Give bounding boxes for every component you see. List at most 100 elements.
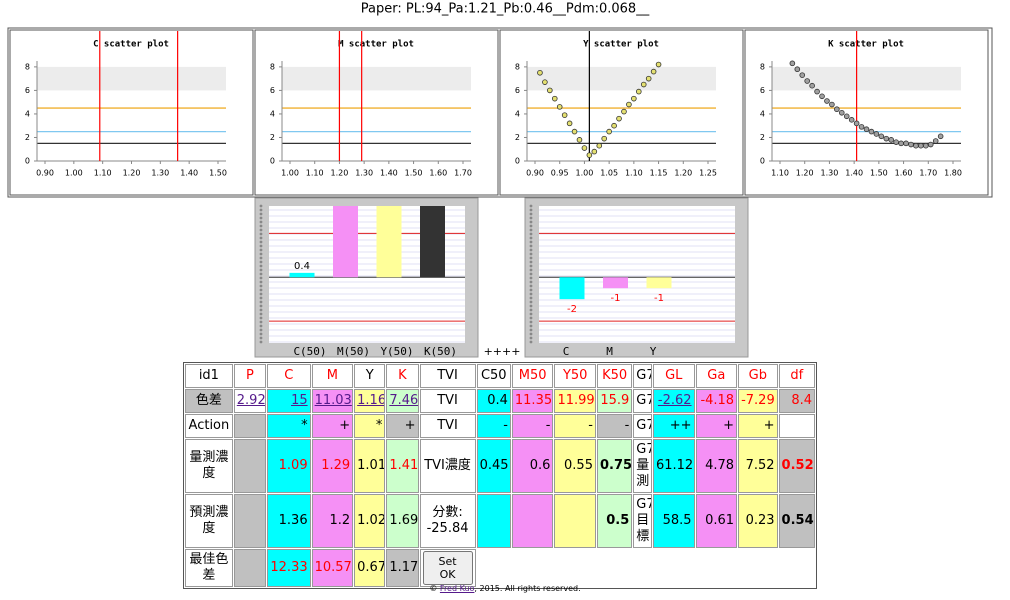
header-cell: C: [266, 364, 311, 388]
scatter-point: [591, 148, 598, 155]
scatter-point: [799, 72, 806, 78]
edge-dot: [529, 208, 533, 212]
edge-dot: [529, 328, 533, 332]
link-cell[interactable]: 2.92: [233, 389, 266, 413]
author-link[interactable]: Fred Kuo: [439, 584, 475, 593]
x-tick-label: 1.00: [65, 169, 83, 178]
edge-dot: [259, 228, 263, 232]
cell: TVI: [419, 389, 476, 413]
band: [772, 66, 961, 91]
x-tick-label: 1.15: [650, 169, 668, 178]
edge-dot: [259, 268, 263, 272]
header-cell: Y: [354, 364, 386, 388]
scatter-point: [893, 139, 899, 145]
cell: 0.45: [476, 439, 511, 493]
bar: [333, 206, 358, 278]
separator: ++++: [484, 345, 521, 358]
x-tick-label: 1.40: [845, 169, 863, 178]
scatter-point: [824, 98, 830, 104]
plot-title: Y scatter plot: [583, 40, 659, 50]
edge-dot: [259, 296, 263, 300]
charts: Paper: PL:94_Pa:1.21_Pb:0.46__Pdm:0.068_…: [7, 2, 993, 358]
header-cell: K: [386, 364, 419, 388]
scatter-point: [640, 81, 647, 88]
cell: 61.12: [652, 439, 695, 493]
scatter-point: [858, 124, 865, 130]
y-tick-label: 4: [270, 109, 275, 118]
scatter-point: [794, 66, 801, 73]
plot-panel: [254, 29, 499, 196]
link-cell[interactable]: 11.03: [311, 389, 354, 413]
row-label: 色差: [185, 389, 233, 413]
link-cell[interactable]: -2.62: [652, 389, 695, 413]
scatter-point: [873, 131, 880, 137]
scatter-point: [898, 140, 904, 147]
edge-dot: [529, 224, 533, 228]
x-tick-label: 1.40: [380, 169, 398, 178]
category-label: C: [563, 345, 570, 358]
bar: [603, 277, 628, 289]
cell: TVI: [419, 414, 476, 438]
edge-dot: [259, 340, 263, 344]
band: [527, 66, 716, 91]
x-tick-label: 1.20: [796, 169, 814, 178]
cell: 0.5: [596, 494, 633, 548]
edge-dot: [529, 316, 533, 320]
cell: [233, 439, 266, 493]
cell: 1.01: [354, 439, 386, 493]
scatter-point: [829, 101, 835, 108]
x-tick-label: 1.20: [331, 169, 349, 178]
y-tick-label: 6: [760, 86, 765, 95]
scatter-point: [542, 79, 548, 85]
footer: © Fred Kuo, 2015. All rights reserved.: [0, 584, 1010, 593]
link-cell[interactable]: 1.16: [354, 389, 386, 413]
edge-dot: [529, 220, 533, 224]
scatter-point: [809, 82, 815, 89]
edge-dot: [529, 244, 533, 248]
link-cell[interactable]: 15: [266, 389, 311, 413]
x-tick-label: 1.05: [600, 169, 618, 178]
cell: 0.75: [596, 439, 633, 493]
bar: [376, 206, 402, 278]
edge-dot: [259, 300, 263, 304]
y-tick-label: 6: [515, 86, 520, 95]
cell: -4.18: [695, 389, 738, 413]
edge-dot: [259, 216, 263, 220]
edge-dot: [529, 260, 533, 264]
cell: [511, 494, 554, 548]
y-tick-label: 0: [515, 157, 520, 166]
scatter-point: [918, 142, 924, 149]
edge-dot: [259, 208, 263, 212]
edge-dot: [259, 232, 263, 236]
x-tick-label: 1.10: [771, 169, 789, 178]
link-cell[interactable]: 7.46: [386, 389, 419, 413]
cell: 1.41: [386, 439, 419, 493]
edge-dot: [529, 272, 533, 276]
x-tick-label: 1.00: [576, 169, 594, 178]
row-label: Action: [185, 414, 233, 438]
edge-dot: [529, 300, 533, 304]
cell: 0.61: [695, 494, 738, 548]
scatter-point: [913, 142, 919, 149]
scatter-point: [537, 69, 543, 76]
row-label: 預測濃度: [185, 494, 233, 548]
edge-dot: [529, 308, 533, 312]
cell: [477, 549, 815, 587]
scatter-point: [551, 95, 558, 102]
cell: ++: [652, 414, 695, 438]
cell: 1.36: [266, 494, 311, 548]
cell: +: [311, 414, 354, 438]
x-tick-label: 1.30: [821, 169, 839, 178]
x-tick-label: 1.30: [355, 169, 373, 178]
scatter-point: [561, 112, 568, 118]
set-ok-button[interactable]: Set OK: [422, 551, 473, 585]
scatter-point: [621, 108, 627, 115]
edge-dot: [259, 292, 263, 296]
cell: 12.33: [266, 549, 311, 587]
scatter-point: [888, 137, 895, 143]
x-tick-label: 0.90: [526, 169, 544, 178]
x-tick-label: 1.70: [919, 169, 937, 178]
table-row: id1 P C M Y K TVI C50 M50 Y50 K50 G7 GL …: [185, 364, 815, 388]
edge-dot: [259, 336, 263, 340]
cell: 58.5: [652, 494, 695, 548]
